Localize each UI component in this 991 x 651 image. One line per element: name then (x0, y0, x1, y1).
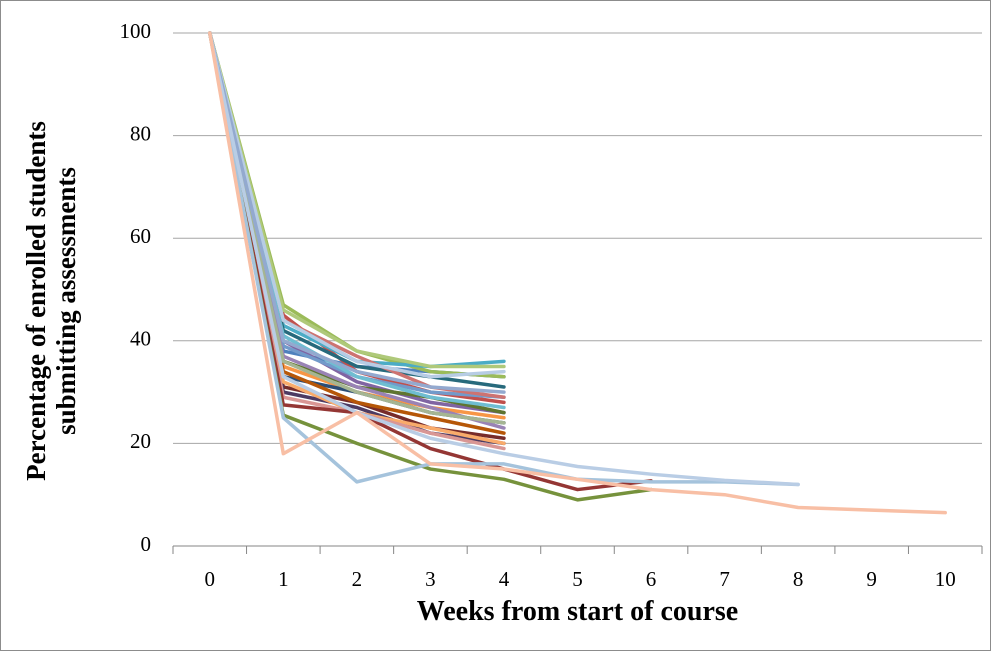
y-tick-label: 0 (141, 532, 152, 556)
x-tick-label: 2 (352, 567, 363, 591)
y-tick-label: 100 (120, 19, 152, 43)
x-tick-label: 7 (719, 567, 730, 591)
x-tick-label: 5 (572, 567, 583, 591)
y-tick-label: 80 (130, 121, 151, 145)
x-tick-label: 4 (499, 567, 510, 591)
y-tick-label: 60 (130, 224, 151, 248)
x-tick-label: 3 (425, 567, 436, 591)
x-tick-label: 6 (646, 567, 657, 591)
series-line (208, 31, 506, 379)
x-axis-title: Weeks from start of course (416, 596, 739, 627)
x-tick-label: 1 (278, 567, 289, 591)
y-tick-label: 40 (130, 327, 151, 351)
series-line (208, 31, 947, 515)
x-tick-label: 9 (866, 567, 877, 591)
y-tick-label: 20 (130, 429, 151, 453)
series-line (208, 31, 506, 425)
x-tick-label: 0 (205, 567, 216, 591)
series-line (208, 31, 653, 502)
series-line (208, 31, 506, 394)
series-line (208, 31, 800, 487)
x-tick-label: 10 (935, 567, 956, 591)
y-axis-title: Percentage of enrolled students submitti… (21, 121, 81, 481)
series-line (208, 31, 653, 492)
x-tick-label: 8 (793, 567, 804, 591)
